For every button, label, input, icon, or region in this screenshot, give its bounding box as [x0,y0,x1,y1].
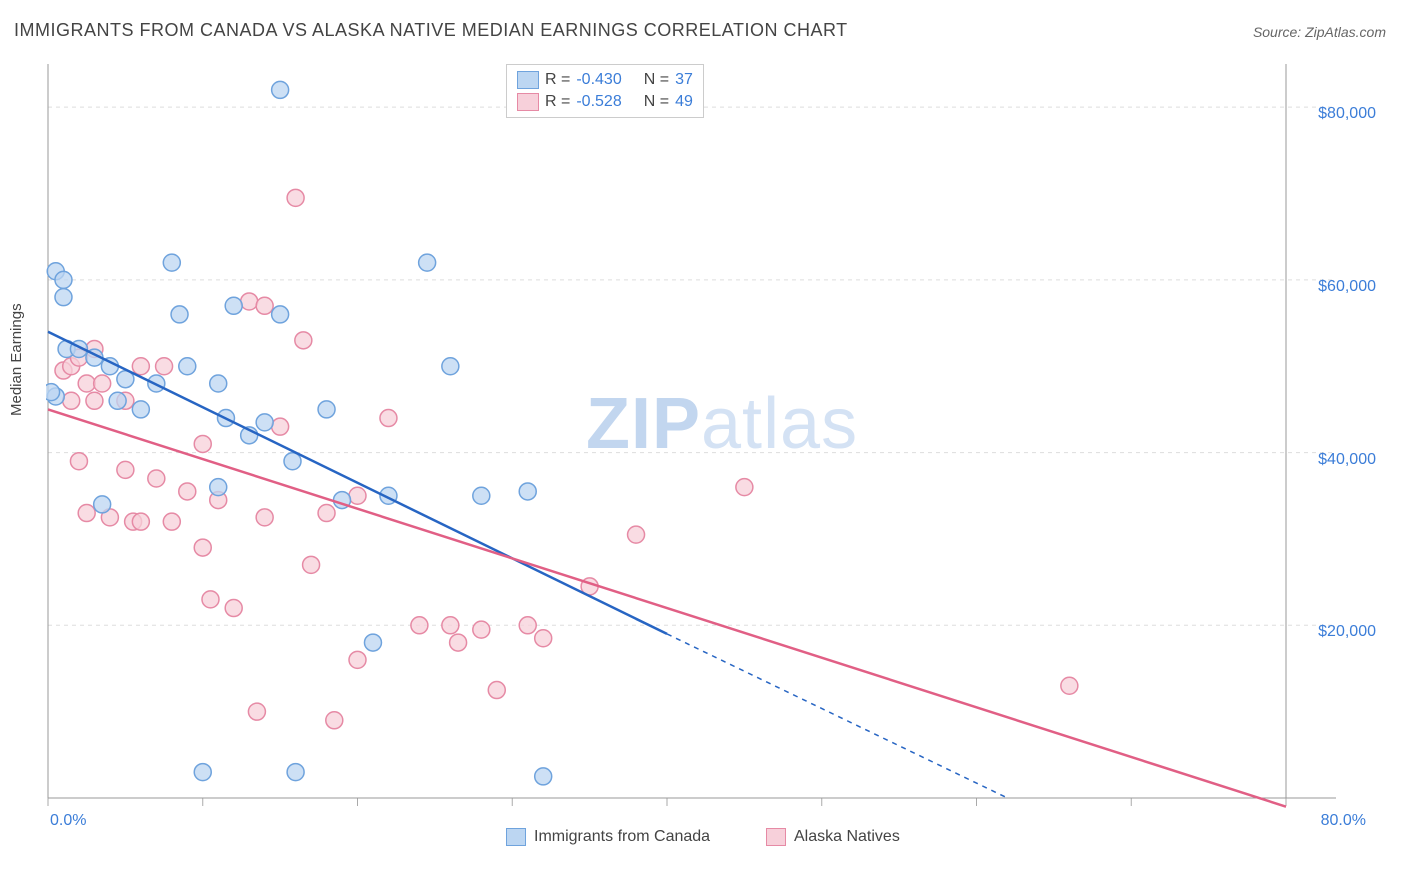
chart-title: IMMIGRANTS FROM CANADA VS ALASKA NATIVE … [14,20,848,41]
legend-r-label: R = [545,93,570,111]
legend-r-value: -0.528 [576,93,621,111]
legend-stat-row: R = -0.430 N = 37 [517,69,693,91]
y-axis-label: Median Earnings [8,303,25,416]
legend-n-label: N = [644,71,669,89]
y-tick-label: $20,000 [1318,623,1376,641]
legend-stats: R = -0.430 N = 37 R = -0.528 N = 49 [506,64,704,118]
legend-swatch-1 [506,828,526,846]
legend-r-value: -0.430 [576,71,621,89]
scatter-chart [46,58,1336,818]
legend-swatch-2 [766,828,786,846]
y-tick-label: $80,000 [1318,105,1376,123]
y-tick-label: $40,000 [1318,451,1376,469]
legend-swatch [517,93,539,111]
y-tick-label: $60,000 [1318,278,1376,296]
source-name: ZipAtlas.com [1305,24,1386,40]
legend-swatch [517,71,539,89]
legend-series-1: Immigrants from Canada [506,828,710,846]
legend-r-label: R = [545,71,570,89]
legend-n-value: 37 [675,71,693,89]
legend-stat-row: R = -0.528 N = 49 [517,91,693,113]
legend-n-value: 49 [675,93,693,111]
source-attribution: Source: ZipAtlas.com [1253,24,1386,40]
chart-area: ZIPatlas R =-0.430N =37R =-0.528N =49 Im… [46,58,1336,818]
x-min-label: 0.0% [50,812,86,830]
source-label: Source: [1253,24,1305,40]
legend-series-2: Alaska Natives [766,828,900,846]
legend-n-label: N = [644,93,669,111]
x-max-label: 80.0% [1321,812,1366,830]
legend-label-1: Immigrants from Canada [534,828,710,846]
legend-label-2: Alaska Natives [794,828,900,846]
